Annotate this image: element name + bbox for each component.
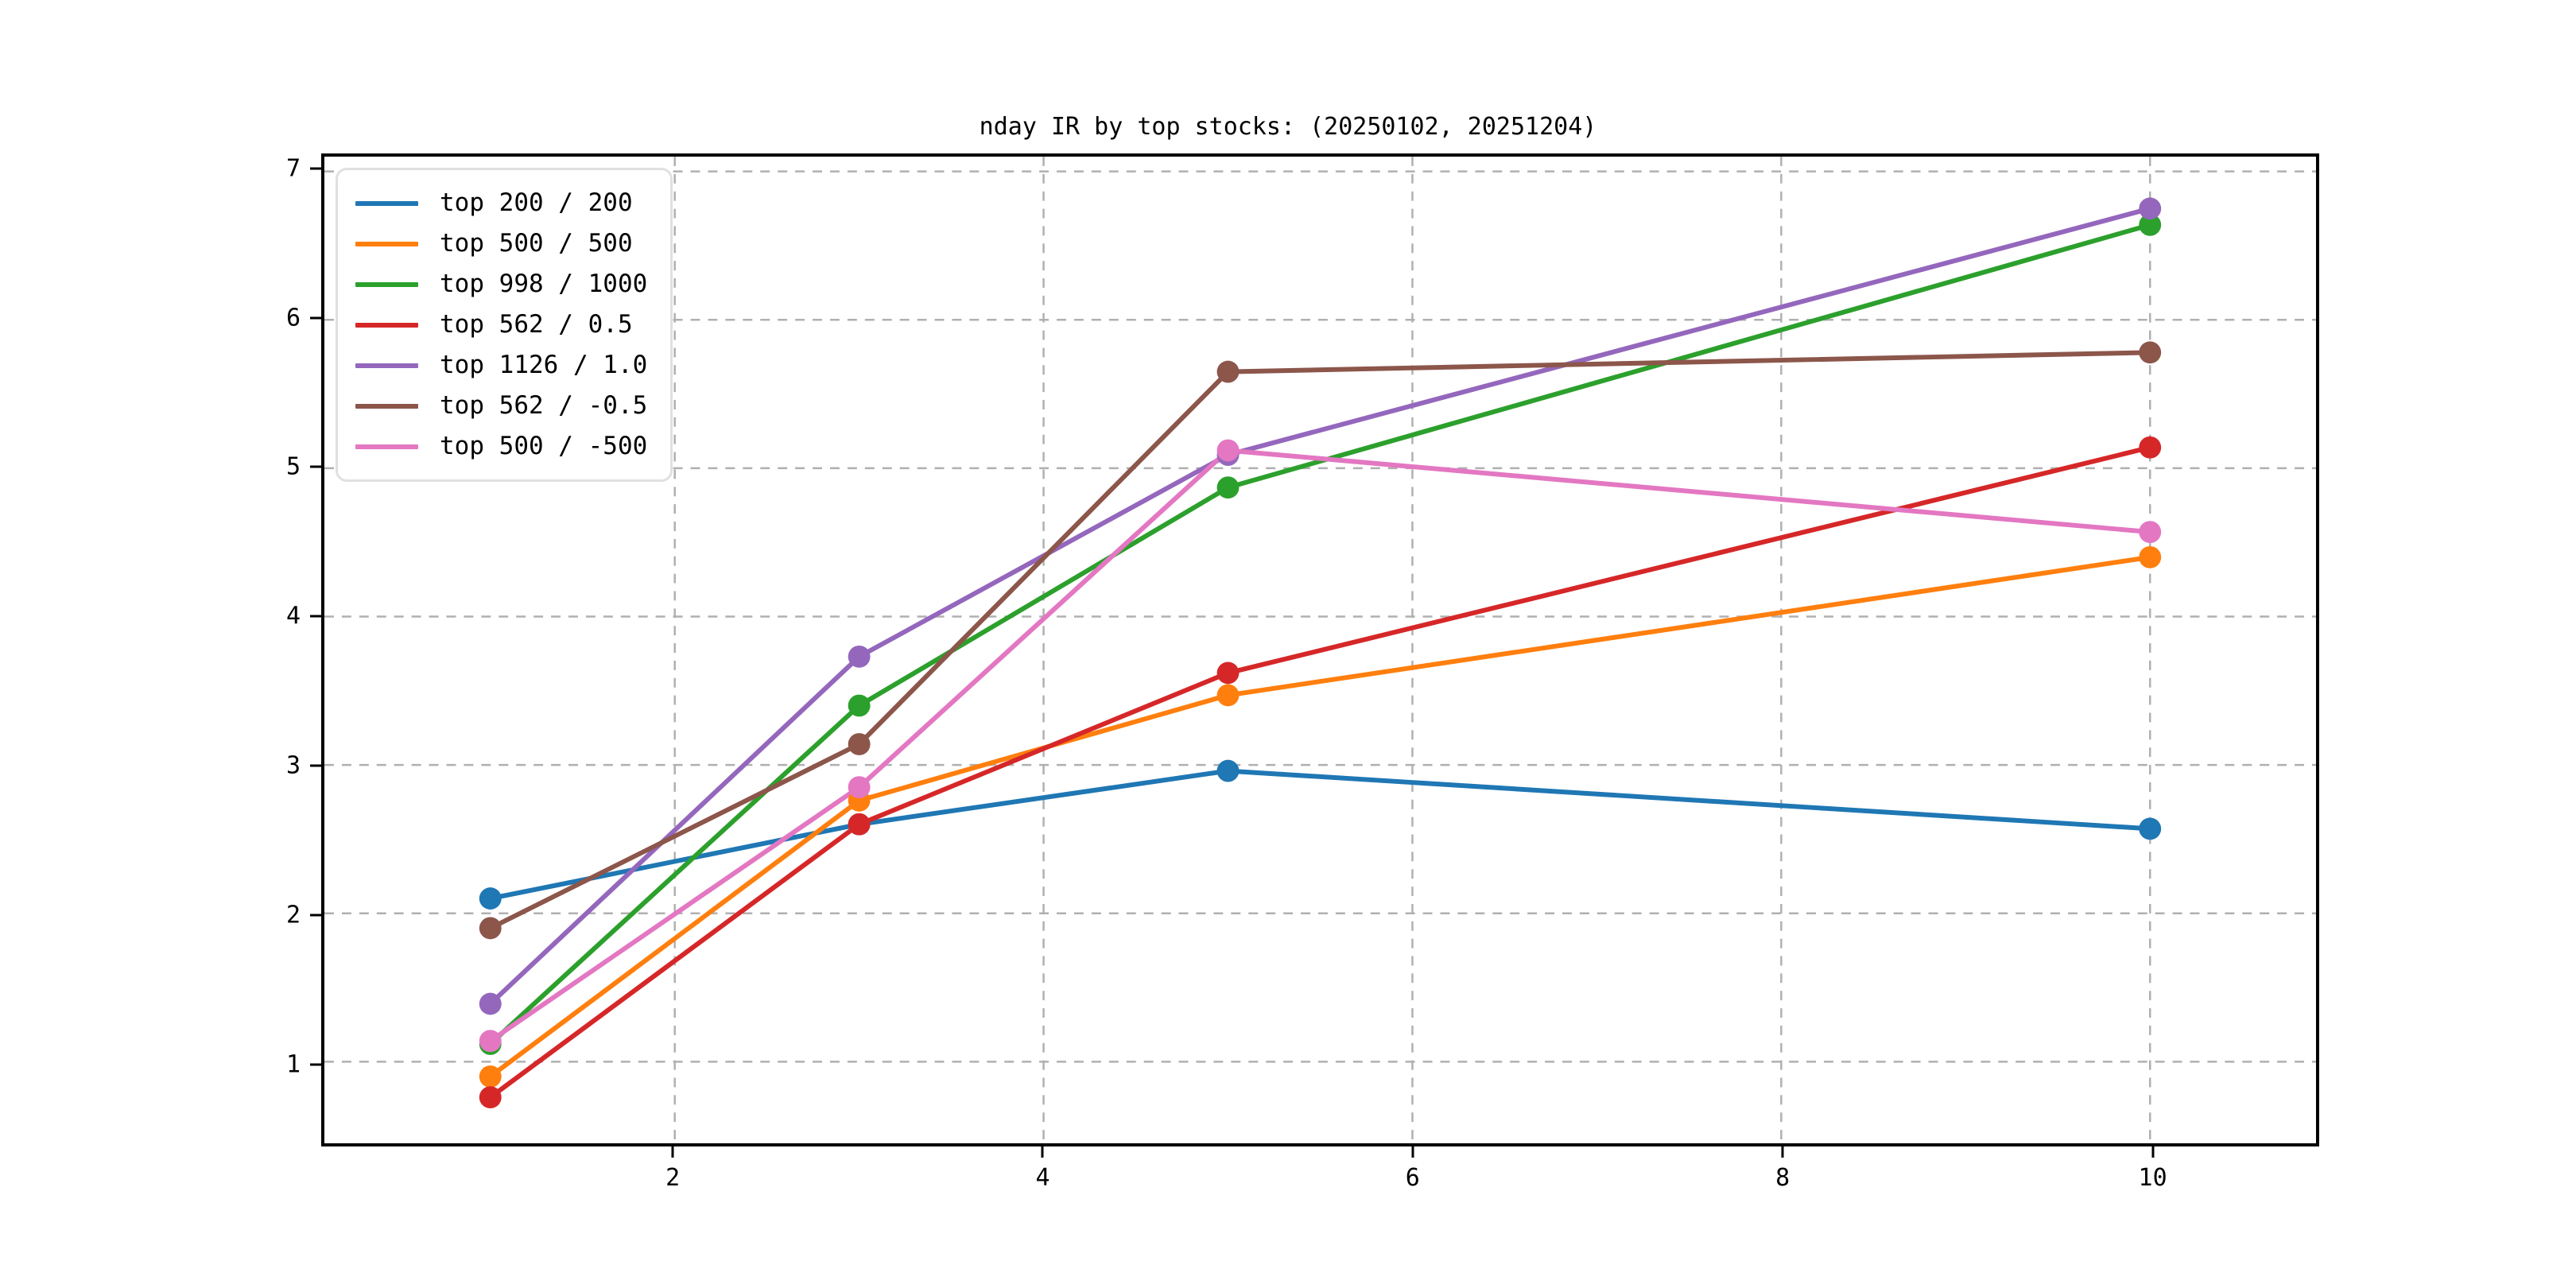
y-tick-mark bbox=[310, 316, 321, 320]
series-markers bbox=[479, 197, 2162, 1109]
x-tick-mark bbox=[671, 1146, 674, 1158]
data-point-marker bbox=[848, 694, 871, 717]
legend-color-swatch bbox=[355, 403, 418, 409]
page-title: nday IR by top stocks: (20250102, 202512… bbox=[979, 113, 1597, 141]
data-point-marker bbox=[479, 1065, 502, 1088]
series-line-0 bbox=[487, 768, 2153, 902]
y-tick-mark bbox=[310, 914, 321, 917]
x-tick-label: 4 bbox=[1035, 1164, 1050, 1192]
data-point-marker bbox=[2139, 521, 2162, 544]
y-tick-mark bbox=[310, 764, 321, 767]
data-point-marker bbox=[2139, 545, 2162, 568]
x-tick-mark bbox=[1041, 1146, 1044, 1158]
legend-color-swatch bbox=[355, 444, 418, 449]
x-tick-mark bbox=[2151, 1146, 2155, 1158]
data-point-marker bbox=[848, 776, 871, 799]
legend-label: top 1126 / 1.0 bbox=[440, 351, 648, 379]
y-tick-label: 6 bbox=[285, 304, 301, 332]
data-point-marker bbox=[2139, 213, 2162, 236]
series-line-3 bbox=[487, 444, 2153, 1100]
data-point-marker bbox=[2139, 817, 2162, 840]
plot-svg bbox=[324, 157, 2316, 1143]
y-tick-mark bbox=[310, 615, 321, 618]
series-line-5 bbox=[487, 350, 2153, 931]
legend: top 200 / 200 top 500 / 500 top 998 / 1000… bbox=[336, 168, 673, 482]
y-tick-mark bbox=[310, 465, 321, 468]
data-point-marker bbox=[848, 813, 871, 836]
legend-item-4[interactable]: top 1126 / 1.0 bbox=[338, 345, 670, 386]
data-point-marker bbox=[1216, 476, 1240, 499]
legend-color-swatch bbox=[355, 281, 418, 287]
x-tick-mark bbox=[1781, 1146, 1784, 1158]
x-tick-label: 6 bbox=[1405, 1164, 1420, 1192]
data-point-marker bbox=[479, 887, 502, 910]
gridlines bbox=[324, 157, 2316, 1143]
data-point-marker bbox=[479, 1030, 502, 1053]
data-point-marker bbox=[479, 992, 502, 1015]
data-point-marker bbox=[848, 733, 871, 755]
y-tick-label: 5 bbox=[285, 452, 301, 481]
y-tick-label: 1 bbox=[285, 1050, 301, 1079]
legend-item-3[interactable]: top 562 / 0.5 bbox=[338, 305, 670, 345]
legend-item-5[interactable]: top 562 / -0.5 bbox=[338, 386, 670, 426]
x-tick-mark bbox=[1411, 1146, 1414, 1158]
legend-label: top 562 / 0.5 bbox=[440, 310, 633, 339]
data-point-marker bbox=[2139, 341, 2162, 364]
data-point-marker bbox=[848, 645, 871, 668]
legend-item-2[interactable]: top 998 / 1000 bbox=[338, 264, 670, 305]
legend-item-0[interactable]: top 200 / 200 bbox=[338, 183, 670, 223]
y-tick-mark bbox=[310, 167, 321, 170]
legend-label: top 562 / -0.5 bbox=[440, 391, 648, 420]
y-tick-mark bbox=[310, 1063, 321, 1066]
series-line-4 bbox=[487, 206, 2153, 1007]
data-point-marker bbox=[1216, 661, 1240, 685]
x-tick-label: 10 bbox=[2138, 1164, 2167, 1192]
data-point-marker bbox=[479, 1086, 502, 1109]
legend-color-swatch bbox=[355, 241, 418, 246]
data-point-marker bbox=[2139, 436, 2162, 459]
legend-item-1[interactable]: top 500 / 500 bbox=[338, 223, 670, 264]
legend-item-6[interactable]: top 500 / -500 bbox=[338, 426, 670, 467]
data-point-marker bbox=[1216, 439, 1240, 462]
y-tick-label: 2 bbox=[285, 901, 301, 929]
legend-label: top 200 / 200 bbox=[440, 188, 633, 217]
series-lines bbox=[487, 206, 2153, 1100]
y-tick-label: 4 bbox=[285, 602, 301, 630]
x-tick-label: 2 bbox=[665, 1164, 681, 1192]
data-point-marker bbox=[2139, 197, 2162, 220]
data-point-marker bbox=[1216, 684, 1240, 707]
legend-color-swatch bbox=[355, 363, 418, 368]
legend-label: top 500 / -500 bbox=[440, 432, 648, 460]
series-line-6 bbox=[487, 448, 2153, 1044]
data-point-marker bbox=[1216, 759, 1240, 782]
legend-label: top 500 / 500 bbox=[440, 229, 633, 258]
data-point-marker bbox=[479, 917, 502, 940]
y-tick-label: 3 bbox=[285, 751, 301, 780]
legend-label: top 998 / 1000 bbox=[440, 270, 648, 298]
legend-color-swatch bbox=[355, 200, 418, 206]
y-tick-label: 7 bbox=[285, 154, 301, 183]
x-tick-label: 8 bbox=[1775, 1164, 1790, 1192]
series-line-2 bbox=[487, 222, 2153, 1046]
data-point-marker bbox=[1216, 360, 1240, 383]
legend-color-swatch bbox=[355, 322, 418, 328]
